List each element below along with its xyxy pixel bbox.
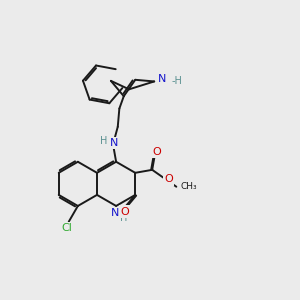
Text: H: H xyxy=(100,136,107,146)
Text: CH₃: CH₃ xyxy=(181,182,197,190)
Text: N: N xyxy=(110,208,119,218)
Text: -H: -H xyxy=(172,76,183,86)
Text: O: O xyxy=(164,174,172,184)
Text: N: N xyxy=(110,138,118,148)
Text: O: O xyxy=(152,147,161,157)
Text: Cl: Cl xyxy=(62,223,73,233)
Text: O: O xyxy=(121,206,129,217)
Text: N: N xyxy=(158,74,166,84)
Text: H: H xyxy=(120,213,127,223)
